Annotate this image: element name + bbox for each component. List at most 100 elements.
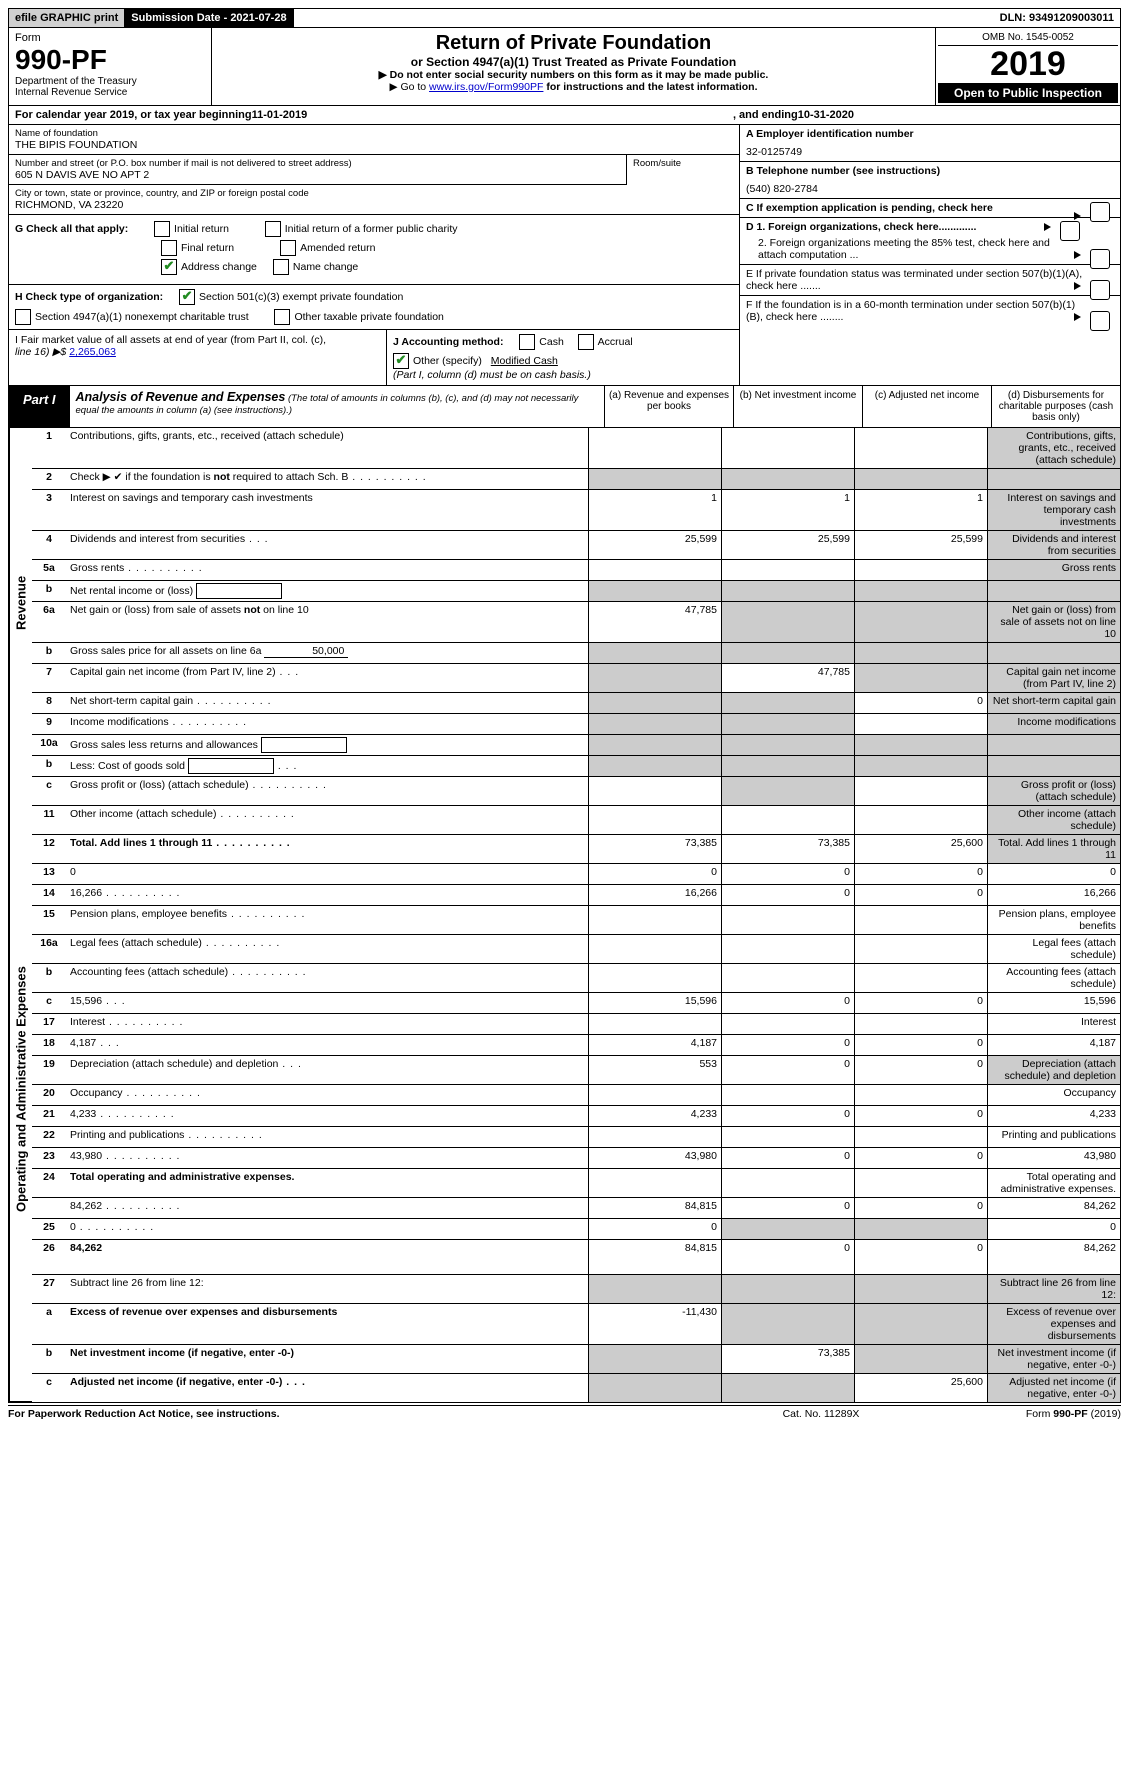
table-row: 19Depreciation (attach schedule) and dep… [32,1056,1120,1085]
line-description: 4,187 [66,1035,588,1055]
checkbox-initial-return[interactable] [154,221,170,237]
value-cell-c: 0 [854,1198,987,1218]
checkbox-other-method[interactable] [393,353,409,369]
checkbox-exemption-pending[interactable] [1090,202,1110,222]
foundation-name: THE BIPIS FOUNDATION [15,139,733,151]
value-cell-a: 16,266 [588,885,721,905]
table-row: cGross profit or (loss) (attach schedule… [32,777,1120,806]
line-description: Net gain or (loss) from sale of assets n… [66,602,588,642]
checkbox-cash[interactable] [519,334,535,350]
line-number: 14 [32,885,66,905]
checkbox-initial-return-former[interactable] [265,221,281,237]
value-cell-d: 84,262 [987,1198,1120,1218]
checkbox-501c3[interactable] [179,289,195,305]
checkbox-foreign-org[interactable] [1060,221,1080,241]
checkbox-foreign-85[interactable] [1090,249,1110,269]
value-cell-c [854,664,987,692]
table-row: 7Capital gain net income (from Part IV, … [32,664,1120,693]
value-cell-c: 0 [854,993,987,1013]
checkbox-other-taxable[interactable] [274,309,290,325]
inline-amount-box[interactable] [188,758,274,774]
checkbox-4947a1[interactable] [15,309,31,325]
line-number: 18 [32,1035,66,1055]
checkbox-60-month[interactable] [1090,311,1110,331]
value-cell-a: 25,599 [588,531,721,559]
value-cell-d: 16,266 [987,885,1120,905]
value-cell-c: 25,599 [854,531,987,559]
value-cell-d: Occupancy [987,1085,1120,1105]
table-row: 24Total operating and administrative exp… [32,1169,1120,1198]
value-cell-d: Total. Add lines 1 through 11 [987,835,1120,863]
line-number: b [32,643,66,663]
line-number: 4 [32,531,66,559]
line-description: Other income (attach schedule) [66,806,588,834]
table-row: c15,59615,5960015,596 [32,993,1120,1014]
value-cell-c: 0 [854,1035,987,1055]
value-cell-c: 25,600 [854,835,987,863]
open-to-public: Open to Public Inspection [938,83,1118,103]
ein-cell: A Employer identification number 32-0125… [740,125,1120,162]
value-cell-b: 0 [721,993,854,1013]
value-cell [721,735,854,755]
value-cell-b: 0 [721,1106,854,1126]
line-number: 19 [32,1056,66,1084]
value-cell-b: 0 [721,1240,854,1274]
value-cell-d: 4,187 [987,1035,1120,1055]
line-description: 16,266 [66,885,588,905]
value-cell-c [854,1304,987,1344]
instructions-link[interactable]: www.irs.gov/Form990PF [429,81,543,93]
value-cell-d: Gross profit or (loss) (attach schedule) [987,777,1120,805]
section-j: J Accounting method: Cash Accrual Other … [386,330,739,385]
value-cell-b: 0 [721,1148,854,1168]
value-cell-c: 0 [854,1056,987,1084]
value-cell-a: 553 [588,1056,721,1084]
value-cell-a: 84,815 [588,1240,721,1274]
line-description: Total operating and administrative expen… [66,1169,588,1197]
value-cell-b: 25,599 [721,531,854,559]
line-number: b [32,1345,66,1373]
revenue-side-label: Revenue [9,428,32,778]
value-cell-b: 47,785 [721,664,854,692]
table-row: 10aGross sales less returns and allowanc… [32,735,1120,756]
line-description: Adjusted net income (if negative, enter … [66,1374,588,1402]
part-1-table: Revenue Operating and Administrative Exp… [8,428,1121,1403]
irs-label: Internal Revenue Service [15,87,205,98]
value-cell [588,643,721,663]
value-cell-a [588,1014,721,1034]
inline-amount-box[interactable] [196,583,282,599]
value-cell-c [854,1127,987,1147]
table-row: 1416,26616,2660016,266 [32,885,1120,906]
value-cell-d: Gross rents [987,560,1120,580]
line-number: 7 [32,664,66,692]
line-number: 6a [32,602,66,642]
checkbox-final-return[interactable] [161,240,177,256]
ssn-warning: ▶ Do not enter social security numbers o… [218,69,929,81]
tax-year: 2019 [938,46,1118,83]
table-row: 8Net short-term capital gain0Net short-t… [32,693,1120,714]
value-cell-d: 43,980 [987,1148,1120,1168]
line-number: b [32,964,66,992]
form-title: Return of Private Foundation [218,32,929,55]
checkbox-accrual[interactable] [578,334,594,350]
value-cell-b: 73,385 [721,835,854,863]
value-cell-a: 43,980 [588,1148,721,1168]
page-footer: For Paperwork Reduction Act Notice, see … [8,1405,1121,1420]
entity-info-grid: Name of foundation THE BIPIS FOUNDATION … [8,125,1121,386]
checkbox-name-change[interactable] [273,259,289,275]
checkbox-status-terminated[interactable] [1090,280,1110,300]
value-cell-c [854,1014,987,1034]
line-number: 2 [32,469,66,489]
line-description: Gross sales less returns and allowances [66,735,588,755]
col-b-header: (b) Net investment income [733,386,862,427]
value-cell-b [721,964,854,992]
value-cell-d: Accounting fees (attach schedule) [987,964,1120,992]
line-description: Occupancy [66,1085,588,1105]
value-cell-d: 15,596 [987,993,1120,1013]
efile-print-button[interactable]: efile GRAPHIC print [9,9,125,27]
checkbox-address-change[interactable] [161,259,177,275]
checkbox-amended-return[interactable] [280,240,296,256]
line-number: 5a [32,560,66,580]
inline-amount-box[interactable] [261,737,347,753]
value-cell-a: 0 [588,864,721,884]
value-cell-a: -11,430 [588,1304,721,1344]
